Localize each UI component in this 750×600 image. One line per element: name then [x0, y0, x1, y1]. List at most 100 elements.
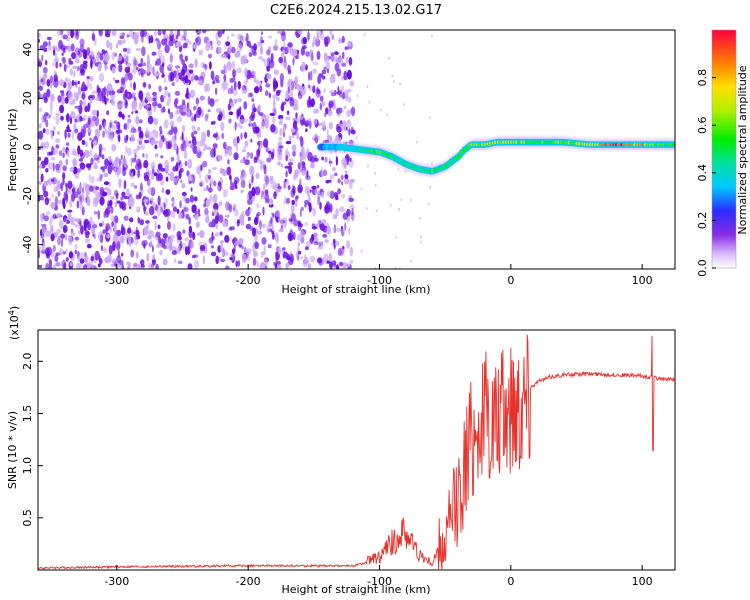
- noise-speck: [258, 264, 262, 269]
- noise-speck: [52, 45, 55, 51]
- noise-speck: [174, 97, 179, 105]
- noise-speck: [236, 67, 242, 74]
- noise-speck: [74, 236, 80, 241]
- noise-speck: [237, 43, 243, 52]
- noise-speck: [77, 66, 80, 72]
- noise-speck: [227, 87, 232, 95]
- noise-speck: [177, 212, 183, 219]
- noise-speck: [50, 224, 54, 234]
- noise-speck: [187, 263, 193, 269]
- noise-speck: [297, 226, 301, 231]
- noise-speck: [249, 207, 253, 213]
- noise-speck: [342, 120, 347, 129]
- noise-speck: [120, 154, 123, 161]
- noise-speck: [195, 97, 200, 105]
- noise-speck: [152, 138, 156, 145]
- noise-speck: [299, 178, 302, 188]
- noise-speck: [296, 30, 299, 33]
- noise-speck: [300, 256, 303, 260]
- noise-speck: [120, 196, 124, 201]
- noise-speck: [224, 214, 230, 218]
- noise-speck: [229, 77, 234, 83]
- noise-speck: [211, 167, 218, 170]
- noise-speck: [260, 120, 265, 130]
- noise-speck: [230, 102, 235, 107]
- noise-speck: [169, 234, 175, 240]
- noise-speck: [86, 47, 91, 56]
- noise-speck: [57, 190, 61, 197]
- noise-speck: [89, 148, 93, 158]
- noise-speck: [153, 105, 157, 113]
- noise-speck: [114, 79, 120, 84]
- noise-speck: [319, 95, 324, 102]
- noise-speck: [165, 240, 170, 249]
- noise-speck: [218, 200, 223, 207]
- noise-speck: [86, 75, 90, 80]
- noise-speck: [302, 117, 306, 125]
- noise-speck: [138, 119, 143, 124]
- noise-speck: [314, 108, 320, 114]
- noise-speck: [82, 182, 88, 188]
- colorbar: 0.0 0.2 0.4 0.6 0.8 Normalized spectral ampl…: [696, 29, 749, 277]
- noise-speck: [165, 164, 170, 171]
- noise-speck: [322, 233, 328, 238]
- noise-speck: [273, 83, 276, 92]
- noise-speck: [130, 249, 134, 258]
- noise-speck: [209, 194, 213, 204]
- noise-speck: [90, 175, 95, 184]
- noise-speck: [220, 53, 227, 58]
- noise-speck: [339, 247, 345, 256]
- noise-speck: [277, 161, 281, 166]
- noise-speck: [51, 145, 54, 153]
- noise-speck: [202, 30, 207, 34]
- noise-speck: [131, 68, 137, 74]
- noise-speck: [284, 165, 290, 169]
- noise-speck: [157, 103, 162, 109]
- noise-speck: [93, 233, 96, 240]
- noise-speck: [145, 167, 149, 173]
- noise-speck: [324, 112, 327, 117]
- noise-speck: [292, 57, 295, 66]
- noise-speck: [233, 81, 237, 91]
- noise-speck: [249, 165, 255, 176]
- noise-speck: [126, 120, 130, 130]
- noise-speck: [193, 140, 198, 146]
- noise-speck: [142, 81, 147, 88]
- noise-speck: [278, 120, 283, 125]
- noise-speck: [180, 179, 183, 184]
- noise-speck: [67, 180, 73, 189]
- snr-frame: [37, 329, 676, 571]
- noise-speck: [110, 215, 115, 222]
- noise-speck: [111, 144, 117, 152]
- colorbar-tick-label: 0.6: [696, 116, 709, 134]
- noise-speck: [39, 44, 45, 51]
- noise-speck: [194, 58, 198, 68]
- noise-speck: [92, 200, 98, 207]
- noise-speck: [147, 186, 152, 195]
- noise-speck: [72, 187, 77, 190]
- noise-speck: [175, 41, 181, 48]
- noise-speck: [161, 38, 167, 46]
- noise-speck: [311, 207, 316, 211]
- noise-speck: [269, 59, 275, 69]
- noise-speck: [168, 72, 172, 83]
- noise-speck: [177, 260, 183, 265]
- noise-speck: [147, 115, 154, 125]
- noise-speck: [98, 143, 103, 153]
- noise-speck: [79, 44, 85, 52]
- noise-speck: [118, 124, 121, 132]
- noise-speck: [197, 30, 203, 34]
- noise-speck: [94, 250, 100, 261]
- noise-speck: [210, 251, 217, 257]
- noise-speck: [205, 83, 211, 92]
- noise-speck: [351, 106, 356, 117]
- noise-speck: [329, 261, 333, 269]
- noise-speck: [74, 128, 79, 134]
- noise-speck: [40, 231, 44, 239]
- noise-speck: [45, 119, 49, 128]
- noise-speck: [344, 46, 347, 51]
- noise-speck: [312, 209, 316, 217]
- noise-speck: [276, 260, 281, 265]
- noise-speck: [142, 205, 147, 212]
- noise-speck: [71, 150, 77, 156]
